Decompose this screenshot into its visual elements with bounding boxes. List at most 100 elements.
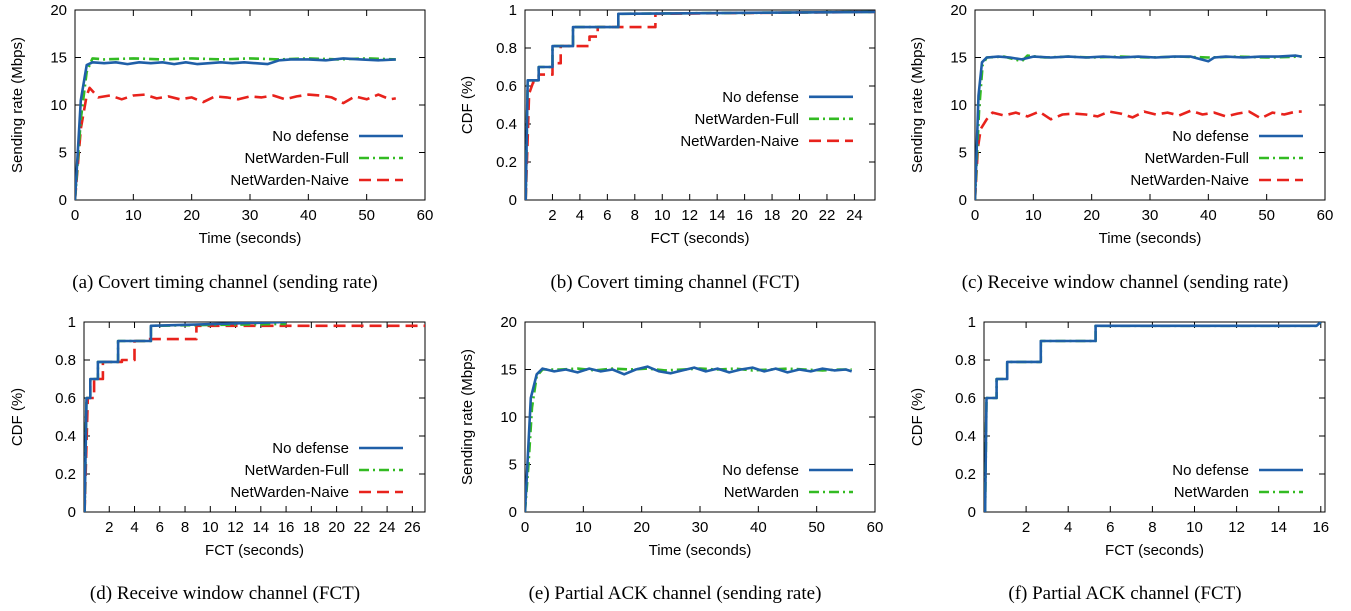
x-tick-label: 50 bbox=[1258, 207, 1275, 224]
legend-label: NetWarden-Full bbox=[695, 111, 799, 128]
x-tick-label: 0 bbox=[521, 519, 529, 536]
legend-label: No defense bbox=[272, 128, 349, 145]
series-group bbox=[525, 10, 875, 200]
y-tick-label: 20 bbox=[50, 2, 67, 19]
y-tick-label: 0.8 bbox=[496, 40, 517, 57]
y-tick-label: 0 bbox=[59, 192, 67, 209]
caption-d: (d) Receive window channel (FCT) bbox=[89, 583, 361, 604]
y-tick-label: 0.2 bbox=[955, 466, 976, 483]
legend-label: NetWarden-Naive bbox=[230, 172, 349, 189]
legend-label: NetWarden-Naive bbox=[680, 133, 799, 150]
y-tick-label: 1 bbox=[68, 314, 76, 331]
y-tick-label: 15 bbox=[50, 50, 67, 67]
y-axis-label: CDF (%) bbox=[9, 388, 26, 446]
y-tick-label: 0 bbox=[509, 192, 517, 209]
x-tick-label: 20 bbox=[791, 207, 808, 224]
y-tick-label: 5 bbox=[59, 145, 67, 162]
y-axis-label: CDF (%) bbox=[459, 76, 476, 134]
x-tick-label: 4 bbox=[1064, 519, 1072, 536]
caption-a: (a) Covert timing channel (sending rate) bbox=[72, 272, 378, 293]
x-tick-label: 60 bbox=[867, 519, 884, 536]
x-axis-label: Time (seconds) bbox=[1099, 230, 1202, 247]
x-tick-label: 10 bbox=[125, 207, 142, 224]
y-tick-label: 0 bbox=[68, 504, 76, 521]
y-tick-label: 0.6 bbox=[955, 390, 976, 407]
legend-label: NetWarden bbox=[1174, 484, 1249, 501]
legend-label: No defense bbox=[1172, 462, 1249, 479]
series-line-netwarden-full bbox=[75, 57, 396, 200]
x-axis-label: Time (seconds) bbox=[649, 542, 752, 559]
x-tick-label: 16 bbox=[278, 519, 295, 536]
legend-label: NetWarden-Full bbox=[1145, 150, 1249, 167]
x-tick-label: 20 bbox=[633, 519, 650, 536]
series-line-netwarden bbox=[525, 367, 852, 512]
caption-f: (f) Partial ACK channel (FCT) bbox=[1008, 583, 1242, 604]
series-group bbox=[75, 57, 396, 200]
legend-label: NetWarden-Full bbox=[245, 462, 349, 479]
series-line-no-defense bbox=[84, 322, 287, 512]
x-tick-label: 24 bbox=[846, 207, 863, 224]
x-tick-label: 22 bbox=[819, 207, 836, 224]
y-tick-label: 0.4 bbox=[955, 428, 976, 445]
legend: No defense NetWarden-Full NetWarden-Naive bbox=[680, 89, 853, 150]
legend-label: No defense bbox=[722, 89, 799, 106]
x-tick-label: 30 bbox=[692, 519, 709, 536]
y-axis-label: Sending rate (Mbps) bbox=[459, 349, 476, 485]
y-tick-label: 15 bbox=[950, 50, 967, 67]
x-axis-label: FCT (seconds) bbox=[205, 542, 304, 559]
legend-label: NetWarden-Naive bbox=[1130, 172, 1249, 189]
x-tick-label: 4 bbox=[576, 207, 584, 224]
series-group bbox=[975, 54, 1302, 200]
x-tick-label: 10 bbox=[654, 207, 671, 224]
x-tick-label: 10 bbox=[1025, 207, 1042, 224]
x-tick-label: 0 bbox=[71, 207, 79, 224]
x-tick-label: 18 bbox=[303, 519, 320, 536]
series-line-netwarden-naive bbox=[75, 86, 396, 200]
legend: No defense NetWarden-Full NetWarden-Naive bbox=[1130, 128, 1303, 189]
x-tick-label: 16 bbox=[736, 207, 753, 224]
y-tick-label: 0.6 bbox=[496, 78, 517, 95]
plot-frame bbox=[524, 321, 876, 513]
series-line-no-defense bbox=[525, 10, 875, 200]
x-axis-label: FCT (seconds) bbox=[1105, 542, 1204, 559]
y-tick-label: 0.6 bbox=[55, 390, 76, 407]
x-tick-label: 2 bbox=[1022, 519, 1030, 536]
y-tick-label: 10 bbox=[50, 97, 67, 114]
legend-label: No defense bbox=[272, 440, 349, 457]
x-tick-label: 16 bbox=[1312, 519, 1329, 536]
series-line-netwarden-naive bbox=[525, 10, 875, 200]
plot-frame bbox=[983, 321, 1326, 513]
x-tick-label: 40 bbox=[750, 519, 767, 536]
y-tick-label: 0.8 bbox=[955, 352, 976, 369]
y-tick-label: 5 bbox=[959, 145, 967, 162]
caption-e: (e) Partial ACK channel (sending rate) bbox=[528, 583, 822, 604]
series-line-netwarden bbox=[984, 322, 1322, 512]
x-tick-label: 20 bbox=[1083, 207, 1100, 224]
legend: No defense NetWarden-Full NetWarden-Naive bbox=[230, 128, 403, 189]
x-tick-label: 6 bbox=[156, 519, 164, 536]
y-tick-label: 15 bbox=[500, 362, 517, 379]
series-group bbox=[525, 365, 853, 512]
y-axis-label: Sending rate (Mbps) bbox=[909, 37, 926, 173]
x-tick-label: 20 bbox=[183, 207, 200, 224]
x-tick-label: 20 bbox=[328, 519, 345, 536]
x-tick-label: 2 bbox=[548, 207, 556, 224]
y-tick-label: 10 bbox=[950, 97, 967, 114]
x-tick-label: 8 bbox=[181, 519, 189, 536]
x-tick-label: 2 bbox=[105, 519, 113, 536]
x-tick-label: 12 bbox=[227, 519, 244, 536]
x-tick-label: 0 bbox=[971, 207, 979, 224]
y-tick-label: 1 bbox=[968, 314, 976, 331]
series-group bbox=[84, 322, 425, 512]
y-axis-label: CDF (%) bbox=[909, 388, 926, 446]
series-group bbox=[984, 322, 1322, 512]
x-tick-label: 10 bbox=[1186, 519, 1203, 536]
series-line-no-defense bbox=[975, 54, 1302, 200]
x-tick-label: 60 bbox=[1317, 207, 1334, 224]
x-tick-label: 14 bbox=[252, 519, 269, 536]
x-tick-label: 26 bbox=[404, 519, 421, 536]
